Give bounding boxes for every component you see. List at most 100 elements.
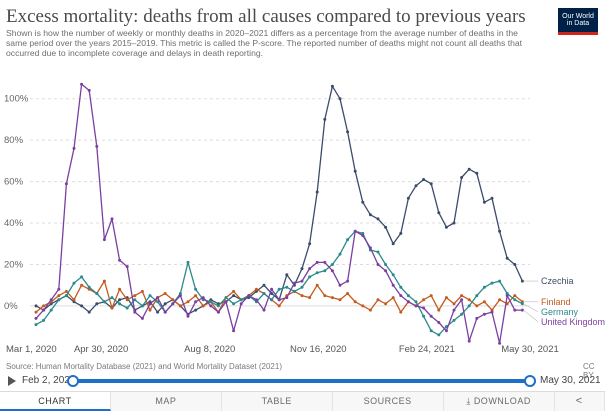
data-point-united-kingdom [186,314,190,318]
data-point-czechia [156,310,160,314]
data-point-czechia [437,211,441,215]
data-point-czechia [414,184,418,188]
xtick-label: Nov 16, 2020 [290,344,347,355]
data-point-united-kingdom [300,279,304,283]
data-point-united-kingdom [156,296,160,300]
data-point-finland [133,294,137,298]
data-point-united-kingdom [285,296,289,300]
data-point-united-kingdom [239,302,243,306]
data-point-czechia [315,190,319,194]
data-point-finland [194,294,198,298]
data-point-germany [232,302,236,306]
data-point-germany [467,304,471,308]
tab-table[interactable]: TABLE [222,392,333,411]
data-point-germany [156,300,160,304]
data-point-united-kingdom [353,229,357,233]
data-point-united-kingdom [87,88,91,92]
data-point-germany [277,287,281,291]
data-point-germany [224,296,228,300]
data-point-finland [399,310,403,314]
tab-chart[interactable]: CHART [0,392,111,411]
legend-connector [523,303,539,313]
data-point-czechia [513,263,517,266]
data-point-germany [64,294,68,298]
data-point-germany [498,279,502,283]
data-point-united-kingdom [414,304,418,308]
data-point-germany [292,289,296,293]
data-point-united-kingdom [42,308,46,312]
play-icon[interactable] [8,376,16,386]
data-point-united-kingdom [368,246,372,250]
data-point-czechia [262,283,266,287]
data-point-finland [384,302,388,306]
xtick-label: Aug 8, 2020 [184,344,235,355]
data-point-united-kingdom [171,302,175,306]
data-point-germany [110,296,114,300]
data-point-united-kingdom [361,234,365,237]
data-point-united-kingdom [406,300,410,304]
data-point-czechia [209,298,213,302]
data-point-united-kingdom [437,321,441,324]
data-point-finland [186,300,190,304]
data-point-united-kingdom [292,281,296,285]
data-point-germany [452,318,456,322]
tab-map[interactable]: MAP [111,392,222,411]
data-point-germany [330,263,334,266]
data-point-czechia [308,242,312,246]
data-point-czechia [361,200,365,204]
data-point-united-kingdom [315,260,319,264]
data-point-czechia [72,300,76,304]
data-point-finland [368,308,372,312]
legend-label-finland: Finland [541,297,571,307]
timeline-end-handle[interactable] [524,375,536,387]
data-point-united-kingdom [452,308,456,312]
tab-sources[interactable]: SOURCES [333,392,444,411]
series-line-czechia [35,85,523,315]
data-point-czechia [422,178,426,181]
data-point-germany [429,329,433,333]
timeline: Feb 2, 2020 May 30, 2021 [0,372,605,390]
timeline-start-handle[interactable] [67,375,79,387]
line-chart: 0% 20% 40% 60% 80% 100% Mar 1, 2020 Apr 30, 20… [4,82,605,355]
data-point-finland [118,287,122,291]
data-point-united-kingdom [330,269,334,273]
data-point-czechia [498,229,502,233]
tab-download[interactable]: ⤓ DOWNLOAD [444,392,555,411]
data-point-czechia [323,117,327,121]
data-point-united-kingdom [338,283,342,287]
data-point-czechia [482,200,486,204]
data-point-finland [460,294,464,298]
data-point-united-kingdom [110,217,114,221]
timeline-track[interactable] [73,379,530,383]
data-point-germany [482,285,486,289]
data-point-germany [300,285,304,289]
ytick-label: 0% [4,301,18,312]
data-point-finland [171,298,175,302]
data-point-germany [216,304,220,308]
data-point-germany [140,304,144,308]
data-point-finland [482,300,486,304]
data-point-czechia [87,310,91,314]
data-point-finland [429,294,433,298]
owid-logo[interactable]: Our World in Data [558,8,598,35]
data-point-germany [346,238,350,242]
data-point-united-kingdom [148,302,152,306]
legend-label-germany: Germany [541,307,579,317]
share-button[interactable]: < [555,392,605,411]
data-point-czechia [467,167,471,171]
logo-line-1: Our World [562,12,594,20]
data-point-finland [125,298,129,302]
data-point-united-kingdom [308,267,312,271]
data-point-united-kingdom [460,298,464,302]
chart-subtitle: Shown is how the number of weekly or mon… [6,28,523,59]
data-point-czechia [460,176,464,179]
license-badge[interactable]: CC BY [583,362,595,380]
data-point-czechia [444,225,448,229]
data-point-germany [270,298,274,302]
data-point-finland [467,298,471,302]
legend-connector [523,309,539,323]
data-point-united-kingdom [232,329,236,333]
data-point-czechia [505,256,509,260]
data-point-czechia [391,242,395,246]
data-point-germany [323,269,327,273]
